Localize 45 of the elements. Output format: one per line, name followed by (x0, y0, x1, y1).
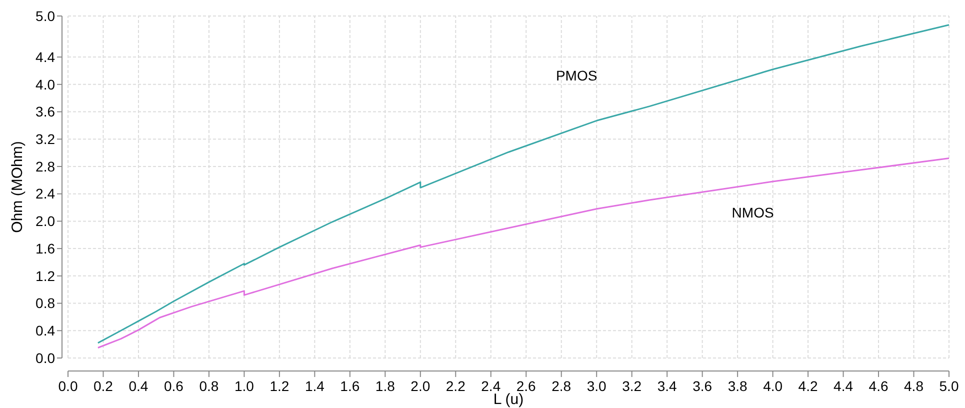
x-tick-label: 2.8 (552, 378, 572, 394)
x-tick-label: 1.8 (375, 378, 396, 394)
x-tick-label: 0.4 (128, 378, 148, 394)
x-tick-label: 1.2 (270, 378, 290, 394)
x-tick-label: 3.0 (586, 378, 607, 394)
x-tick-label: 3.8 (728, 378, 748, 394)
y-tick-label: 3.6 (36, 104, 56, 120)
x-tick-label: 5.0 (939, 378, 959, 394)
x-tick-label: 3.2 (622, 378, 642, 394)
x-tick-label: 4.0 (763, 378, 783, 394)
y-axis-title: Ohm (MOhm) (9, 141, 26, 233)
y-tick-label: 4.4 (36, 48, 56, 65)
x-tick-label: 4.4 (834, 378, 854, 394)
x-tick-label: 3.4 (657, 378, 678, 394)
y-tick-label: 0.4 (36, 322, 56, 339)
x-tick-label: 3.6 (692, 378, 712, 394)
x-tick-label: 2.2 (446, 378, 466, 394)
y-tick-label: 1.6 (36, 240, 56, 256)
x-tick-label: 2.4 (481, 378, 501, 394)
x-tick-label: 1.0 (234, 378, 254, 394)
text: PMOS (556, 68, 598, 84)
x-tick-label: 4.8 (904, 378, 924, 394)
x-tick-label: 2.0 (410, 378, 430, 394)
x-axis-title: L (u) (493, 391, 524, 408)
y-tick-label: 1.2 (36, 268, 56, 284)
x-tick-label: 1.6 (340, 378, 360, 394)
y-tick-label: 0.8 (36, 295, 56, 312)
x-tick-label: 1.4 (304, 378, 325, 394)
y-tick-label: 5.0 (36, 8, 56, 24)
x-tick-label: 0.0 (58, 378, 78, 394)
x-tick-label: 4.6 (868, 378, 888, 394)
line-series (97, 24, 950, 344)
y-tick-label: 2.0 (36, 213, 56, 230)
x-tick-label: 0.6 (164, 378, 184, 394)
y-tick-label: 0.0 (36, 350, 56, 366)
y-tick-label: 3.2 (36, 131, 56, 148)
y-tick-label: 2.4 (36, 186, 56, 202)
x-tick-label: 0.8 (199, 378, 219, 394)
x-tick-label: 4.2 (798, 378, 818, 394)
line-series (97, 158, 950, 348)
x-tick-label: 2.6 (516, 378, 536, 394)
series-label: NMOS (732, 204, 774, 221)
y-tick-label: 2.8 (36, 158, 56, 174)
y-tick-label: 4.0 (36, 76, 56, 92)
x-tick-label: 0.2 (94, 378, 114, 394)
